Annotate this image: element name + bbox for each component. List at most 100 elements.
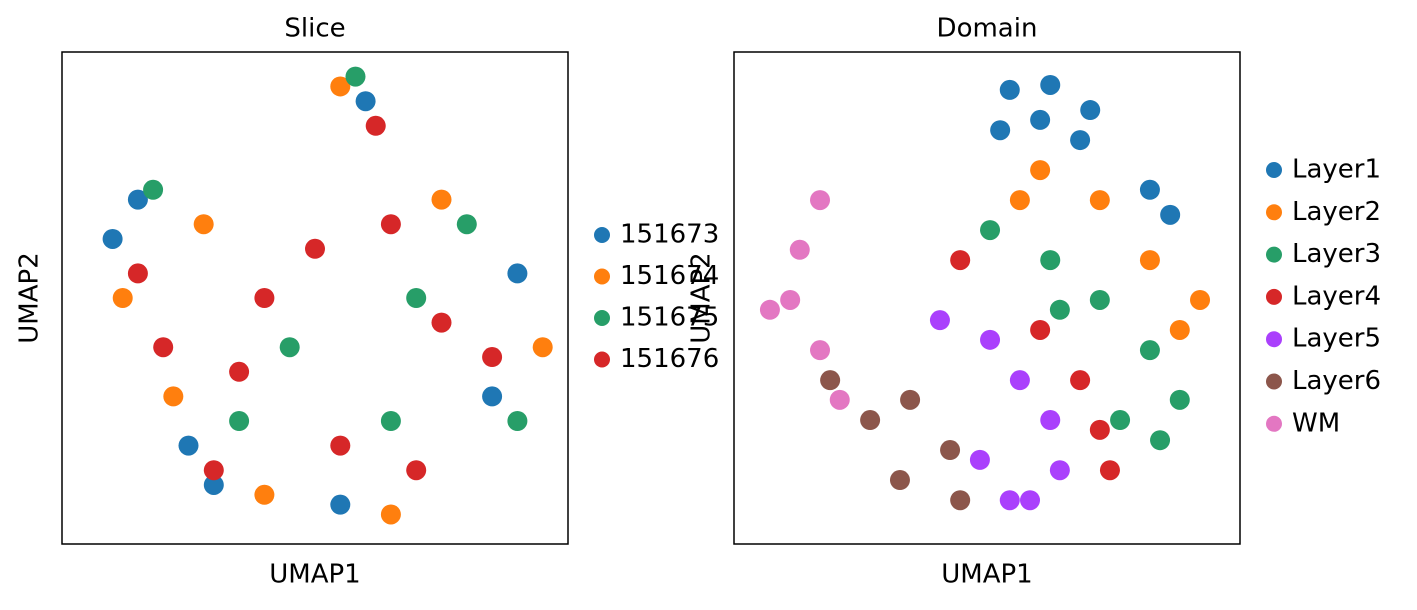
point	[330, 76, 351, 97]
point	[1099, 460, 1120, 481]
point	[1070, 130, 1091, 151]
legend-marker	[1266, 373, 1282, 390]
legend-marker	[1266, 162, 1282, 178]
point	[380, 504, 401, 525]
x-axis-label: UMAP1	[269, 560, 360, 590]
point	[820, 370, 841, 391]
point	[507, 411, 528, 431]
point	[345, 66, 366, 87]
legend-marker	[594, 310, 610, 326]
point	[330, 494, 351, 515]
legend-marker	[1266, 415, 1282, 432]
point	[1040, 410, 1061, 431]
point	[153, 337, 174, 358]
point	[1110, 410, 1131, 431]
point	[355, 91, 376, 112]
point	[203, 460, 224, 481]
y-axis-label: UMAP2	[15, 252, 45, 343]
legend-marker	[594, 268, 610, 285]
point	[482, 347, 503, 368]
point	[1049, 460, 1070, 481]
point	[365, 115, 386, 136]
point	[193, 214, 214, 235]
point	[1169, 319, 1190, 340]
plot-frame	[733, 51, 1241, 545]
legend-label: Layer6	[1292, 366, 1381, 396]
chart-title: Domain	[937, 14, 1038, 44]
point	[969, 449, 990, 470]
legend-label: 151675	[620, 303, 719, 333]
point	[1139, 179, 1160, 200]
point	[990, 120, 1011, 141]
legend-label: Layer1	[1292, 155, 1381, 185]
point	[254, 484, 275, 505]
point	[980, 220, 1001, 241]
legend-label: Layer3	[1292, 239, 1381, 269]
point	[456, 214, 477, 235]
point	[127, 189, 148, 210]
point	[1089, 190, 1110, 211]
y-axis-label: UMAP2	[687, 252, 717, 343]
point	[980, 329, 1001, 350]
legend-marker	[594, 351, 610, 368]
point	[532, 337, 553, 358]
point	[940, 440, 961, 461]
legend-marker	[1266, 288, 1282, 305]
point	[279, 337, 300, 358]
point	[759, 299, 780, 320]
legend-label: WM	[1292, 408, 1340, 438]
point	[1080, 100, 1101, 121]
point	[1070, 370, 1091, 391]
point	[1160, 204, 1181, 225]
point	[1030, 109, 1051, 130]
point	[1190, 289, 1211, 310]
point	[1150, 430, 1171, 451]
point	[406, 460, 427, 481]
point	[1089, 419, 1110, 440]
point	[999, 79, 1020, 100]
point	[1020, 490, 1041, 511]
point	[482, 386, 503, 407]
point	[1169, 389, 1190, 410]
legend-marker	[1266, 246, 1282, 263]
point	[507, 263, 528, 284]
point	[163, 386, 184, 407]
point	[112, 288, 133, 308]
point	[1049, 299, 1070, 320]
point	[780, 289, 801, 310]
point	[929, 310, 950, 331]
point	[406, 288, 427, 308]
chart-title: Slice	[284, 14, 345, 44]
point	[1089, 289, 1110, 310]
point	[178, 435, 199, 456]
plot-frame	[61, 51, 569, 545]
point	[431, 189, 452, 210]
point	[1030, 319, 1051, 340]
point	[1009, 190, 1030, 211]
point	[380, 411, 401, 431]
point	[950, 490, 971, 511]
legend-marker	[1266, 331, 1282, 348]
legend-label: Layer5	[1292, 324, 1381, 354]
point	[810, 190, 831, 211]
point	[1139, 250, 1160, 271]
point	[254, 288, 275, 308]
point	[1040, 250, 1061, 271]
legend-label: Layer4	[1292, 281, 1381, 311]
point	[1009, 370, 1030, 391]
point	[810, 340, 831, 361]
point	[127, 263, 148, 284]
x-axis-label: UMAP1	[941, 560, 1032, 590]
point	[860, 410, 881, 431]
legend-marker	[594, 227, 610, 243]
point	[102, 228, 123, 249]
point	[380, 214, 401, 235]
point	[431, 312, 452, 333]
point	[1139, 340, 1160, 361]
legend-label: Layer2	[1292, 197, 1381, 227]
point	[330, 435, 351, 456]
point	[229, 411, 250, 431]
point	[950, 250, 971, 271]
point	[203, 474, 224, 495]
legend-label: 151674	[620, 261, 719, 291]
